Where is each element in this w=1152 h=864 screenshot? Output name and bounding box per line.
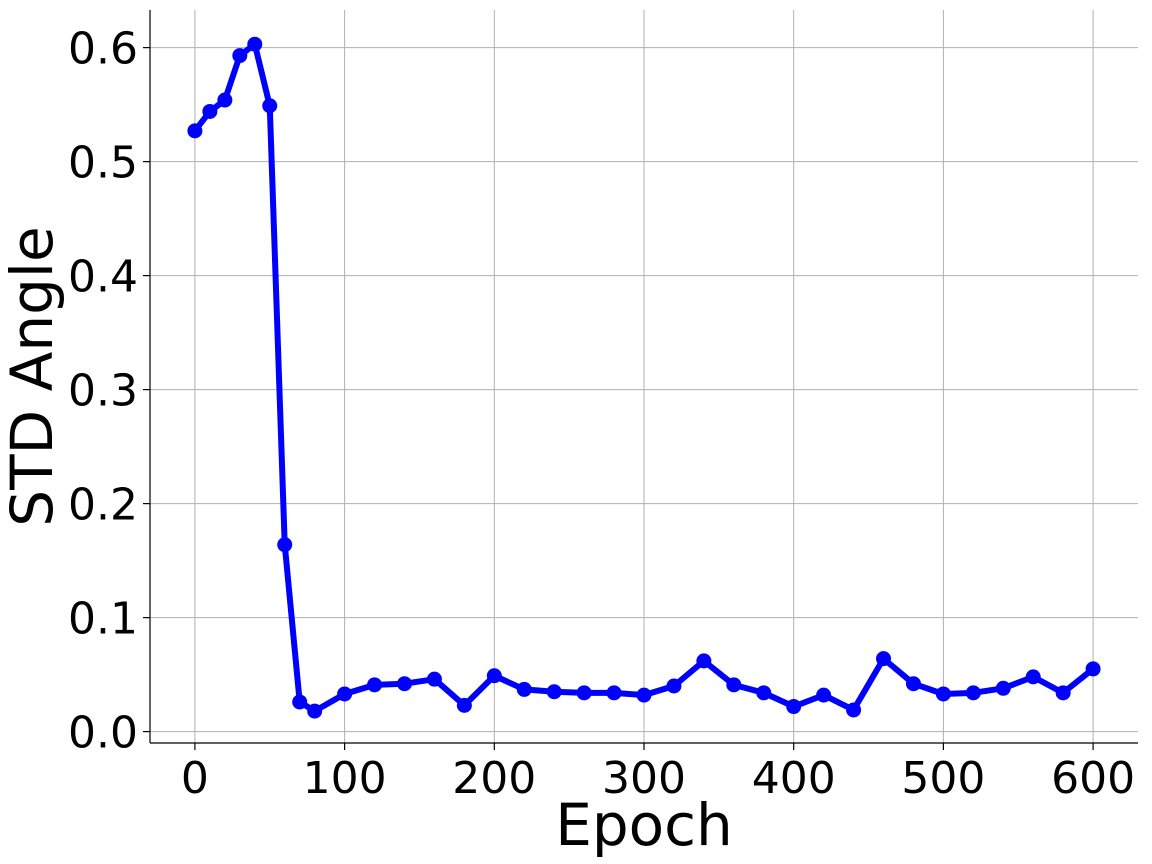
data-point [232, 48, 248, 64]
data-point [367, 677, 383, 693]
data-point [456, 697, 472, 713]
data-point [546, 684, 562, 700]
data-point [1055, 685, 1071, 701]
ticks: 0 100 200 300 400 500 600 0.0 0.1 0.2 0.3 0.4 0.5 0.6 [68, 24, 1135, 804]
data-point [277, 537, 293, 553]
y-tick-label: 0.5 [68, 138, 138, 189]
data-point [202, 103, 218, 119]
data-point [756, 685, 772, 701]
data-point [935, 686, 951, 702]
x-tick-label: 200 [452, 753, 536, 804]
x-tick-label: 300 [602, 753, 686, 804]
data-point [396, 676, 412, 692]
data-point [187, 123, 203, 139]
data-point [816, 687, 832, 703]
x-tick-label: 600 [1051, 753, 1135, 804]
data-point [307, 703, 323, 719]
y-tick-label: 0.3 [68, 366, 138, 417]
data-point [606, 685, 622, 701]
data-point [995, 680, 1011, 696]
x-tick-label: 100 [303, 753, 387, 804]
data-point [262, 98, 278, 114]
y-axis-title: STD Angle [0, 226, 66, 526]
data-point [846, 702, 862, 718]
y-tick-label: 0.6 [68, 24, 138, 75]
data-point [905, 676, 921, 692]
data-point [337, 686, 353, 702]
series [187, 36, 1101, 719]
data-point [516, 681, 532, 697]
x-axis-title: Epoch [555, 791, 733, 859]
data-point [786, 699, 802, 715]
data-point [636, 687, 652, 703]
data-point [1085, 661, 1101, 677]
y-tick-label: 0.2 [68, 480, 138, 531]
grid [150, 10, 1138, 743]
data-point [486, 668, 502, 684]
x-tick-label: 400 [752, 753, 836, 804]
data-point [726, 677, 742, 693]
data-point [876, 651, 892, 667]
data-point [666, 678, 682, 694]
data-point [1025, 669, 1041, 685]
y-tick-label: 0.4 [68, 252, 138, 303]
data-point [426, 671, 442, 687]
data-point [247, 36, 263, 52]
y-tick-label: 0.0 [68, 708, 138, 759]
data-point [965, 685, 981, 701]
x-tick-label: 500 [901, 753, 985, 804]
y-tick-label: 0.1 [68, 594, 138, 645]
data-point [696, 653, 712, 669]
data-point [292, 694, 308, 710]
x-tick-label: 0 [181, 753, 209, 804]
data-point [217, 92, 233, 108]
data-point [576, 685, 592, 701]
